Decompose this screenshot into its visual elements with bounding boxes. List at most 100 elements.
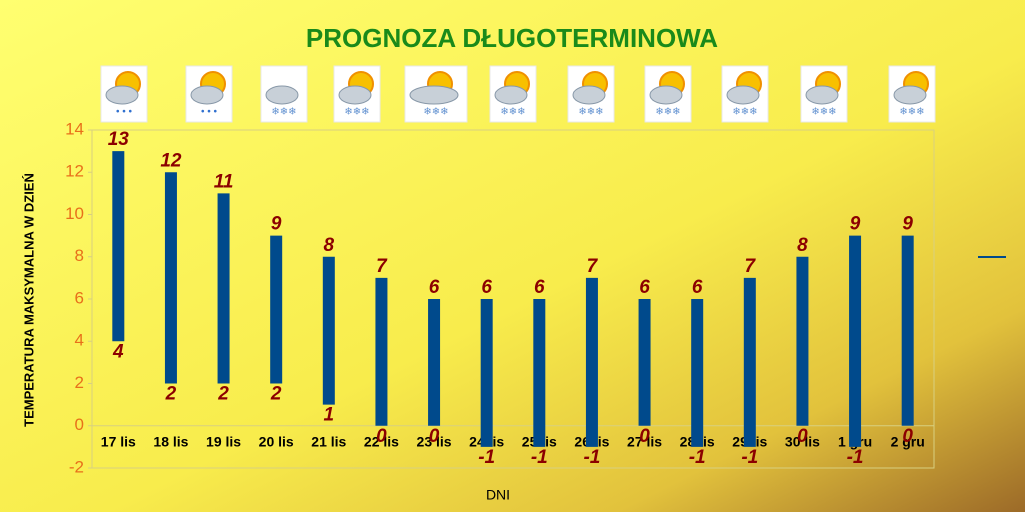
bar <box>480 299 493 447</box>
icon-cloud <box>494 85 528 105</box>
icon-precip: ❄❄❄ <box>423 107 448 118</box>
x-tick-label: 23 lis <box>417 433 452 449</box>
bar <box>901 235 914 426</box>
chart-title: PROGNOZA DŁUGOTERMINOWA <box>306 23 718 53</box>
bar <box>112 151 125 342</box>
data-label-low: -1 <box>583 447 600 468</box>
data-label-high: 8 <box>324 235 335 256</box>
icon-precip: ❄❄❄ <box>655 107 680 118</box>
bar <box>164 172 177 384</box>
bar <box>849 235 862 447</box>
data-label-high: 7 <box>587 256 599 277</box>
data-label-low: 2 <box>270 384 282 405</box>
weather-icon: ❄❄❄ <box>567 65 615 123</box>
data-label-low: 2 <box>217 384 229 405</box>
icon-cloud <box>265 85 299 105</box>
icon-precip: ❄❄❄ <box>899 107 924 118</box>
data-label-low: 4 <box>112 341 124 362</box>
data-label-high: 8 <box>797 235 808 256</box>
data-label-low: -1 <box>689 447 706 468</box>
y-tick-label: 2 <box>75 373 84 392</box>
y-tick-label: 10 <box>65 204 84 223</box>
data-label-low: -1 <box>531 447 548 468</box>
icon-precip: • • • <box>116 107 133 118</box>
y-tick-label: 0 <box>75 415 84 434</box>
bar <box>428 299 441 426</box>
weather-icon: ❄❄❄ <box>888 65 936 123</box>
bar <box>585 277 598 447</box>
data-label-low: -1 <box>478 447 495 468</box>
data-label-low: -1 <box>847 447 864 468</box>
data-label-high: 13 <box>108 129 130 150</box>
bar <box>796 256 809 426</box>
data-label-high: 6 <box>639 277 650 298</box>
x-tick-label: 19 lis <box>206 433 241 449</box>
icon-cloud <box>190 85 224 105</box>
icon-cloud <box>572 85 606 105</box>
icon-cloud <box>409 85 459 105</box>
icon-cloud <box>726 85 760 105</box>
icon-precip: • • • <box>201 107 218 118</box>
bar <box>217 193 230 384</box>
weather-icon: • • • <box>185 65 233 123</box>
y-tick-label: 14 <box>65 119 84 138</box>
data-label-high: 7 <box>745 256 757 277</box>
data-label-low: 0 <box>429 426 440 447</box>
x-tick-label: 22 lis <box>364 433 399 449</box>
x-tick-label: 20 lis <box>259 433 294 449</box>
data-label-high: 6 <box>692 277 703 298</box>
weather-icon: ❄❄❄ <box>644 65 692 123</box>
icon-precip: ❄❄❄ <box>811 107 836 118</box>
y-axis-title: TEMPERATURA MAKSYMALNA W DZIEŃ <box>21 173 36 427</box>
weather-icon: ❄❄❄ <box>800 65 848 123</box>
data-label-low: 2 <box>165 384 177 405</box>
data-label-high: 9 <box>850 214 861 235</box>
bar <box>533 299 546 447</box>
bar <box>691 299 704 447</box>
icon-cloud <box>338 85 372 105</box>
data-label-high: 9 <box>902 214 913 235</box>
data-label-low: 0 <box>902 426 913 447</box>
icon-cloud <box>893 85 927 105</box>
x-tick-label: 21 lis <box>311 433 346 449</box>
x-tick-label: 18 lis <box>153 433 188 449</box>
y-tick-label: 4 <box>75 331 84 350</box>
bar <box>375 277 388 426</box>
data-label-high: 11 <box>214 171 234 192</box>
bar <box>743 277 756 447</box>
data-label-high: 7 <box>376 256 388 277</box>
y-tick-label: 6 <box>75 288 84 307</box>
weather-icon: ❄❄❄ <box>333 65 381 123</box>
data-label-high: 6 <box>429 277 440 298</box>
icon-precip: ❄❄❄ <box>500 107 525 118</box>
x-tick-label: 27 lis <box>627 433 662 449</box>
data-label-high: 9 <box>271 214 282 235</box>
data-label-low: 0 <box>639 426 650 447</box>
bar <box>322 256 335 405</box>
weather-icon: ❄❄❄ <box>404 65 468 123</box>
data-label-low: -1 <box>741 447 758 468</box>
weather-icon: ❄❄❄ <box>489 65 537 123</box>
x-axis-title: DNI <box>486 487 510 503</box>
bar <box>638 299 651 426</box>
icon-precip: ❄❄❄ <box>344 107 369 118</box>
weather-icon: ❄❄❄ <box>721 65 769 123</box>
data-label-high: 6 <box>481 277 492 298</box>
icon-cloud <box>105 85 139 105</box>
data-label-low: 0 <box>376 426 387 447</box>
y-tick-label: 12 <box>65 162 84 181</box>
weather-icons: • • • • • • ❄❄❄ ❄❄❄ ❄❄❄ ❄❄❄ ❄❄❄ ❄❄❄ ❄❄❄ ❄❄❄ ❄❄❄ <box>100 65 936 123</box>
weather-icon: ❄❄❄ <box>260 65 308 123</box>
y-tick-label: -2 <box>69 457 84 476</box>
icon-precip: ❄❄❄ <box>578 107 603 118</box>
data-label-high: 12 <box>160 150 182 171</box>
y-tick-label: 8 <box>75 246 84 265</box>
weather-icon: • • • <box>100 65 148 123</box>
x-tick-label: 30 lis <box>785 433 820 449</box>
data-label-high: 6 <box>534 277 545 298</box>
icon-cloud <box>805 85 839 105</box>
bar <box>270 235 283 384</box>
icon-cloud <box>649 85 683 105</box>
